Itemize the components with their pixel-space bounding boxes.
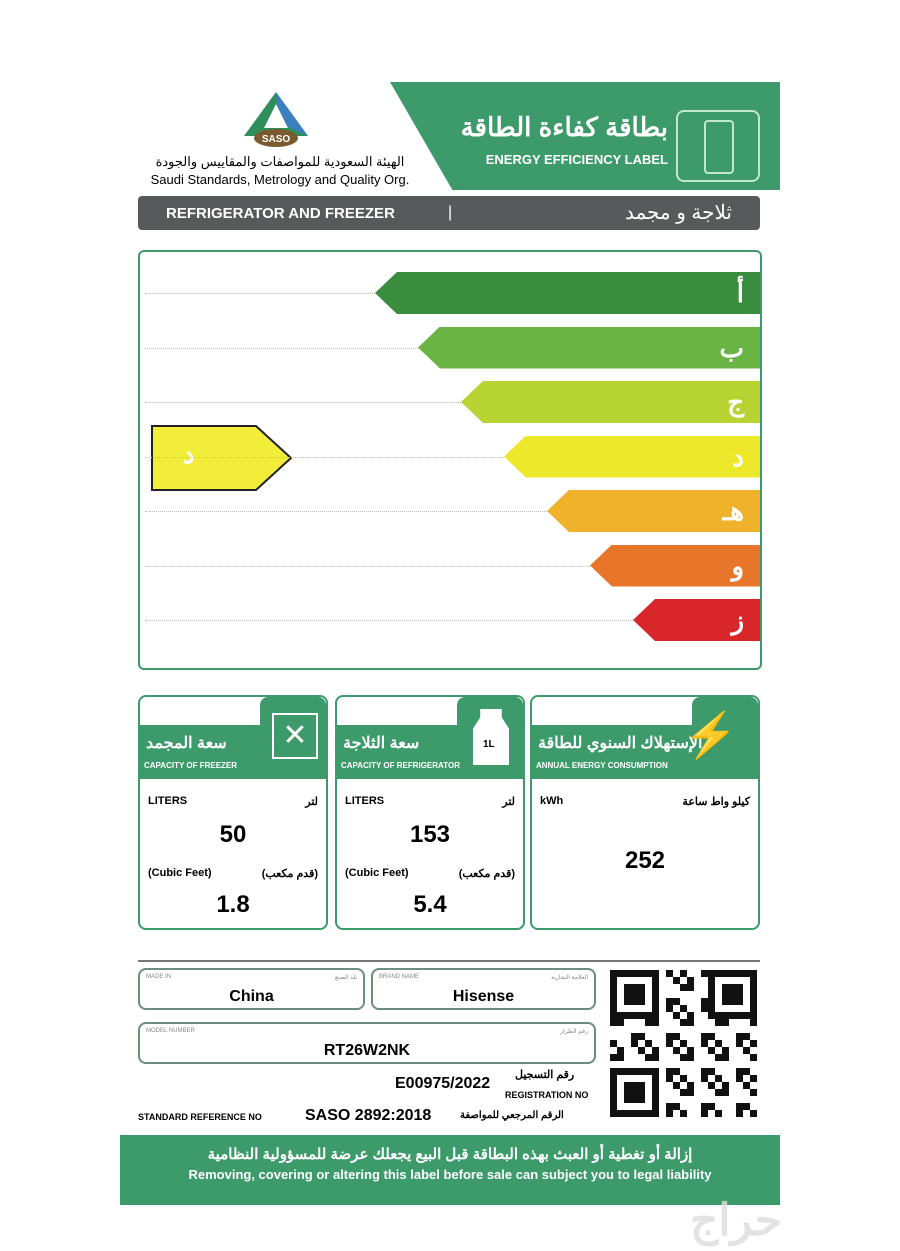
class-bar: ز xyxy=(633,599,760,641)
fridge-liters-value: 153 xyxy=(409,821,451,848)
energy-title-en: ANNUAL ENERGY CONSUMPTION xyxy=(536,761,668,770)
class-bar: ب xyxy=(418,326,760,369)
fridge-cf-en: (Cubic Feet) xyxy=(345,867,409,879)
rating-indicator: د xyxy=(151,425,293,491)
refrigerator-icon xyxy=(676,110,760,182)
fridge-title-en: CAPACITY OF REFRIGERATOR xyxy=(341,761,460,770)
brand-field: BRAND NAME العلامة التجارية Hisense xyxy=(371,968,596,1010)
svg-text:SASO: SASO xyxy=(262,134,291,145)
model-field: MODEL NUMBER رقم الطراز RT26W2NK xyxy=(138,1022,596,1064)
guide-line xyxy=(145,347,418,349)
expand-arrows-icon: ✕ xyxy=(272,713,318,759)
energy-value: 252 xyxy=(624,847,666,874)
org-name-en: Saudi Standards, Metrology and Quality O… xyxy=(150,172,410,187)
efficiency-scale xyxy=(138,250,762,670)
header-title-ar: بطاقة كفاءة الطاقة xyxy=(460,112,668,142)
org-name-ar: الهيئة السعودية للمواصفات والمقاييس والج… xyxy=(155,154,405,169)
category-bar: REFRIGERATOR AND FREEZER | ثلاجة و مجمد xyxy=(138,196,760,230)
rating-label: د xyxy=(183,439,195,469)
energy-consumption-box: الإستهلاك السنوي للطاقة ANNUAL ENERGY CON… xyxy=(530,695,760,930)
legal-notice: إزالة أو تغطية أو العبث بهذه البطاقة قبل… xyxy=(120,1135,780,1205)
guide-line xyxy=(145,511,547,512)
guide-line xyxy=(145,565,590,567)
class-bar: هـ xyxy=(547,490,760,532)
label-header: بطاقة كفاءة الطاقة ENERGY EFFICIENCY LAB… xyxy=(390,82,780,190)
class-bar: و xyxy=(590,544,760,587)
class-bar: أ xyxy=(375,272,760,314)
freezer-cf-ar: (قدم مكعب) xyxy=(261,868,318,880)
guide-line xyxy=(145,456,504,458)
freezer-title-ar: سعة المجمد xyxy=(146,735,227,752)
freezer-cf-value: 1.8 xyxy=(216,891,250,918)
lightning-icon: ⚡ xyxy=(683,711,738,760)
freezer-liters-ar: لتر xyxy=(305,796,318,808)
energy-unit-ar: كيلو واط ساعة xyxy=(682,796,750,808)
fridge-title-ar: سعة الثلاجة xyxy=(343,735,420,752)
category-sep: | xyxy=(448,204,453,221)
made-in-field: MADE IN بلد الصنع China xyxy=(138,968,365,1010)
freezer-cf-en: (Cubic Feet) xyxy=(148,867,212,879)
watermark: حراج xyxy=(690,1196,783,1245)
freezer-liters-value: 50 xyxy=(219,821,247,848)
energy-title-ar: الإستهلاك السنوي للطاقة xyxy=(538,735,703,752)
fridge-capacity-box: سعة الثلاجة CAPACITY OF REFRIGERATOR 1L L… xyxy=(335,695,525,930)
freezer-liters-en: LITERS xyxy=(148,795,188,807)
model-value: RT26W2NK xyxy=(323,1042,411,1059)
made-in-value: China xyxy=(229,988,274,1005)
header-title-en: ENERGY EFFICIENCY LABEL xyxy=(485,152,668,167)
standard-value: SASO 2892:2018 xyxy=(305,1107,432,1124)
brand-value: Hisense xyxy=(452,988,515,1005)
class-bar: ج xyxy=(461,381,760,423)
fridge-liters-ar: لتر xyxy=(502,796,515,808)
saso-logo: SASO xyxy=(244,92,308,148)
category-ar: ثلاجة و مجمد xyxy=(624,202,732,224)
freezer-capacity-box: سعة المجمد CAPACITY OF FREEZER ✕ LITERS ل… xyxy=(138,695,328,930)
category-en: REFRIGERATOR AND FREEZER xyxy=(166,205,395,222)
qr-code[interactable] xyxy=(610,970,758,1120)
registration-value: E00975/2022 xyxy=(395,1075,491,1092)
guide-line xyxy=(145,620,633,621)
divider xyxy=(138,960,760,962)
class-bar: د xyxy=(504,435,760,478)
guide-line xyxy=(145,402,461,403)
fridge-cf-value: 5.4 xyxy=(413,891,447,918)
guide-line xyxy=(145,293,375,294)
energy-unit-en: kWh xyxy=(540,795,564,807)
fridge-liters-en: LITERS xyxy=(345,795,385,807)
fridge-cf-ar: (قدم مكعب) xyxy=(458,868,515,880)
freezer-title-en: CAPACITY OF FREEZER xyxy=(144,761,238,770)
